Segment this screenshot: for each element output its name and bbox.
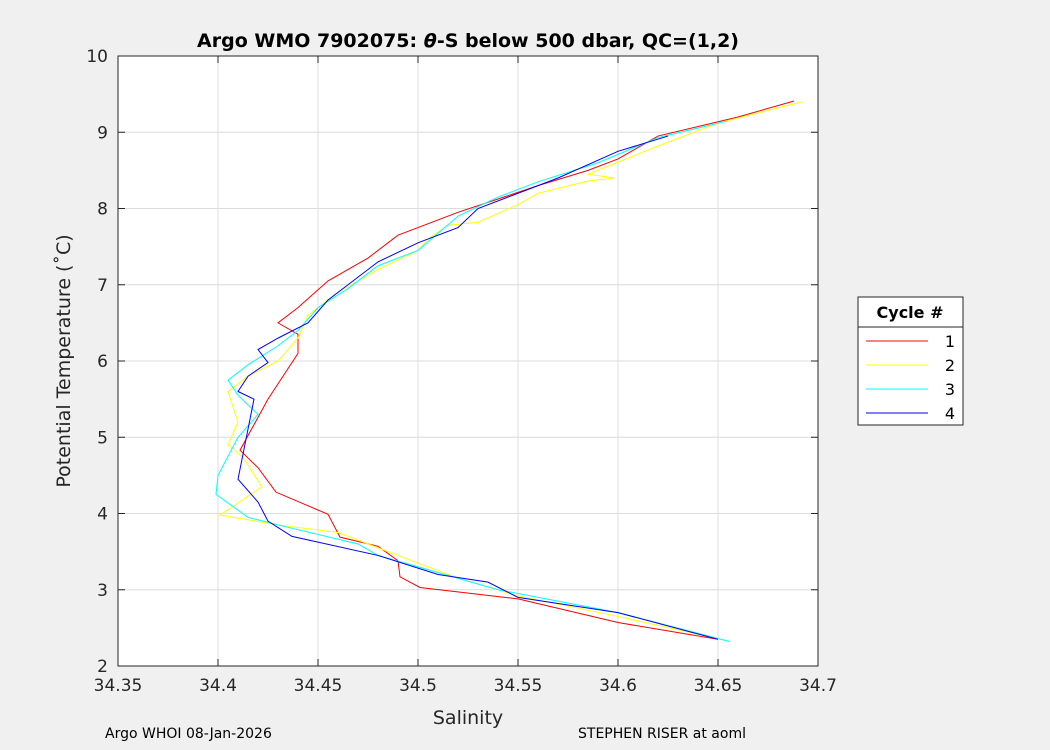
y-tick-label: 4 [97,505,108,525]
y-tick-label: 8 [97,200,108,220]
legend-title: Cycle # [877,303,944,322]
legend-label: 3 [945,380,955,399]
footer-right: STEPHEN RISER at aoml [578,726,746,742]
chart-title: Argo WMO 7902075: θ-S below 500 dbar, QC… [197,30,739,52]
y-tick-label: 9 [97,123,108,143]
footer-left: Argo WHOI 08-Jan-2026 [105,726,272,742]
legend-label: 1 [945,332,955,351]
x-ticks: 34.35 34.4 34.45 34.5 34.55 34.6 34.65 34.7 [94,56,837,696]
x-axis-label: Salinity [433,707,503,729]
series-line-cycle-2 [218,101,803,642]
legend: Cycle # 1 2 3 4 [857,296,964,426]
y-tick-label: 5 [97,428,108,448]
x-tick-label: 34.55 [494,676,543,696]
y-tick-label: 3 [97,581,108,601]
y-tick-label: 10 [86,47,108,67]
x-tick-label: 34.5 [399,676,437,696]
legend-label: 4 [945,404,955,423]
y-tick-label: 2 [97,657,108,677]
y-ticks: 2 3 4 5 6 7 8 9 10 [86,47,818,677]
x-tick-label: 34.65 [694,676,743,696]
legend-label: 2 [945,356,955,375]
x-tick-label: 34.4 [199,676,237,696]
x-tick-label: 34.35 [94,676,143,696]
series-line-cycle-1 [239,100,795,640]
y-tick-label: 7 [97,276,108,296]
x-tick-label: 34.45 [294,676,343,696]
x-tick-label: 34.7 [799,676,837,696]
y-axis-label: Potential Temperature (˚C) [53,234,75,487]
x-tick-label: 34.6 [599,676,637,696]
series-lines [215,100,803,643]
series-line-cycle-4 [237,135,719,640]
series-line-cycle-3 [215,120,731,643]
legend-box [857,296,964,426]
y-tick-label: 6 [97,352,108,372]
